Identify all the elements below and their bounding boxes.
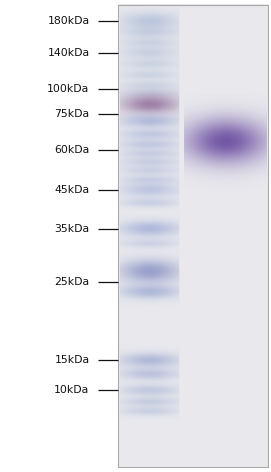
Text: 45kDa: 45kDa — [54, 185, 89, 195]
Text: 35kDa: 35kDa — [54, 224, 89, 234]
Text: 75kDa: 75kDa — [54, 110, 89, 119]
Text: 100kDa: 100kDa — [47, 84, 89, 94]
Text: 25kDa: 25kDa — [54, 277, 89, 287]
Text: 140kDa: 140kDa — [47, 48, 89, 58]
Text: 15kDa: 15kDa — [54, 355, 89, 365]
Text: 10kDa: 10kDa — [54, 385, 89, 395]
Text: 60kDa: 60kDa — [54, 145, 89, 155]
Text: 180kDa: 180kDa — [47, 17, 89, 26]
Bar — [118, 5, 268, 467]
